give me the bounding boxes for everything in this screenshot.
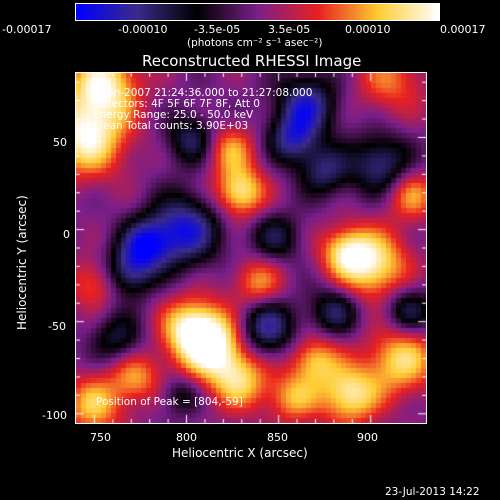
clean-counts-label: Clean Total counts: 3.90E+03: [93, 120, 249, 132]
colorbar-tick-label: -3.5e-05: [194, 23, 241, 36]
x-tick-label: 750: [90, 431, 111, 444]
time-range-label: 9-Jan-2007 21:24:36.000 to 21:27:08.000: [93, 87, 313, 99]
rhessi-image: [75, 72, 427, 424]
x-tick-label: 800: [176, 431, 197, 444]
colorbar-tick-label: 0.00010: [345, 23, 391, 36]
colorbar-tick-label: -0.00017: [2, 23, 52, 36]
y-axis-label: Heliocentric Y (arcsec): [15, 195, 29, 330]
colorbar-tick-label: 3.5e-05: [268, 23, 311, 36]
detectors-label: Detectors: 4F 5F 6F 7F 8F, Att 0: [93, 98, 260, 110]
y-tick-label: 50: [53, 136, 67, 149]
colorbar-tick-label: 0.00017: [440, 23, 486, 36]
x-tick-label: 850: [267, 431, 288, 444]
peak-position-label: Position of Peak = [804,-59]: [96, 396, 243, 408]
y-tick-label: -100: [42, 409, 67, 422]
colorbar: [75, 3, 440, 21]
x-axis-label: Heliocentric X (arcsec): [172, 446, 308, 460]
image-title: Reconstructed RHESSI Image: [142, 52, 362, 70]
y-tick-label: -50: [48, 320, 66, 333]
energy-range-label: Energy Range: 25.0 - 50.0 keV: [93, 109, 254, 121]
colorbar-units: (photons cm⁻² s⁻¹ asec⁻²): [187, 37, 323, 49]
footer-date: 23-Jul-2013 14:22: [385, 486, 480, 498]
colorbar-tick-label: -0.00010: [118, 23, 168, 36]
x-tick-label: 900: [357, 431, 378, 444]
y-tick-label: 0: [63, 228, 70, 241]
